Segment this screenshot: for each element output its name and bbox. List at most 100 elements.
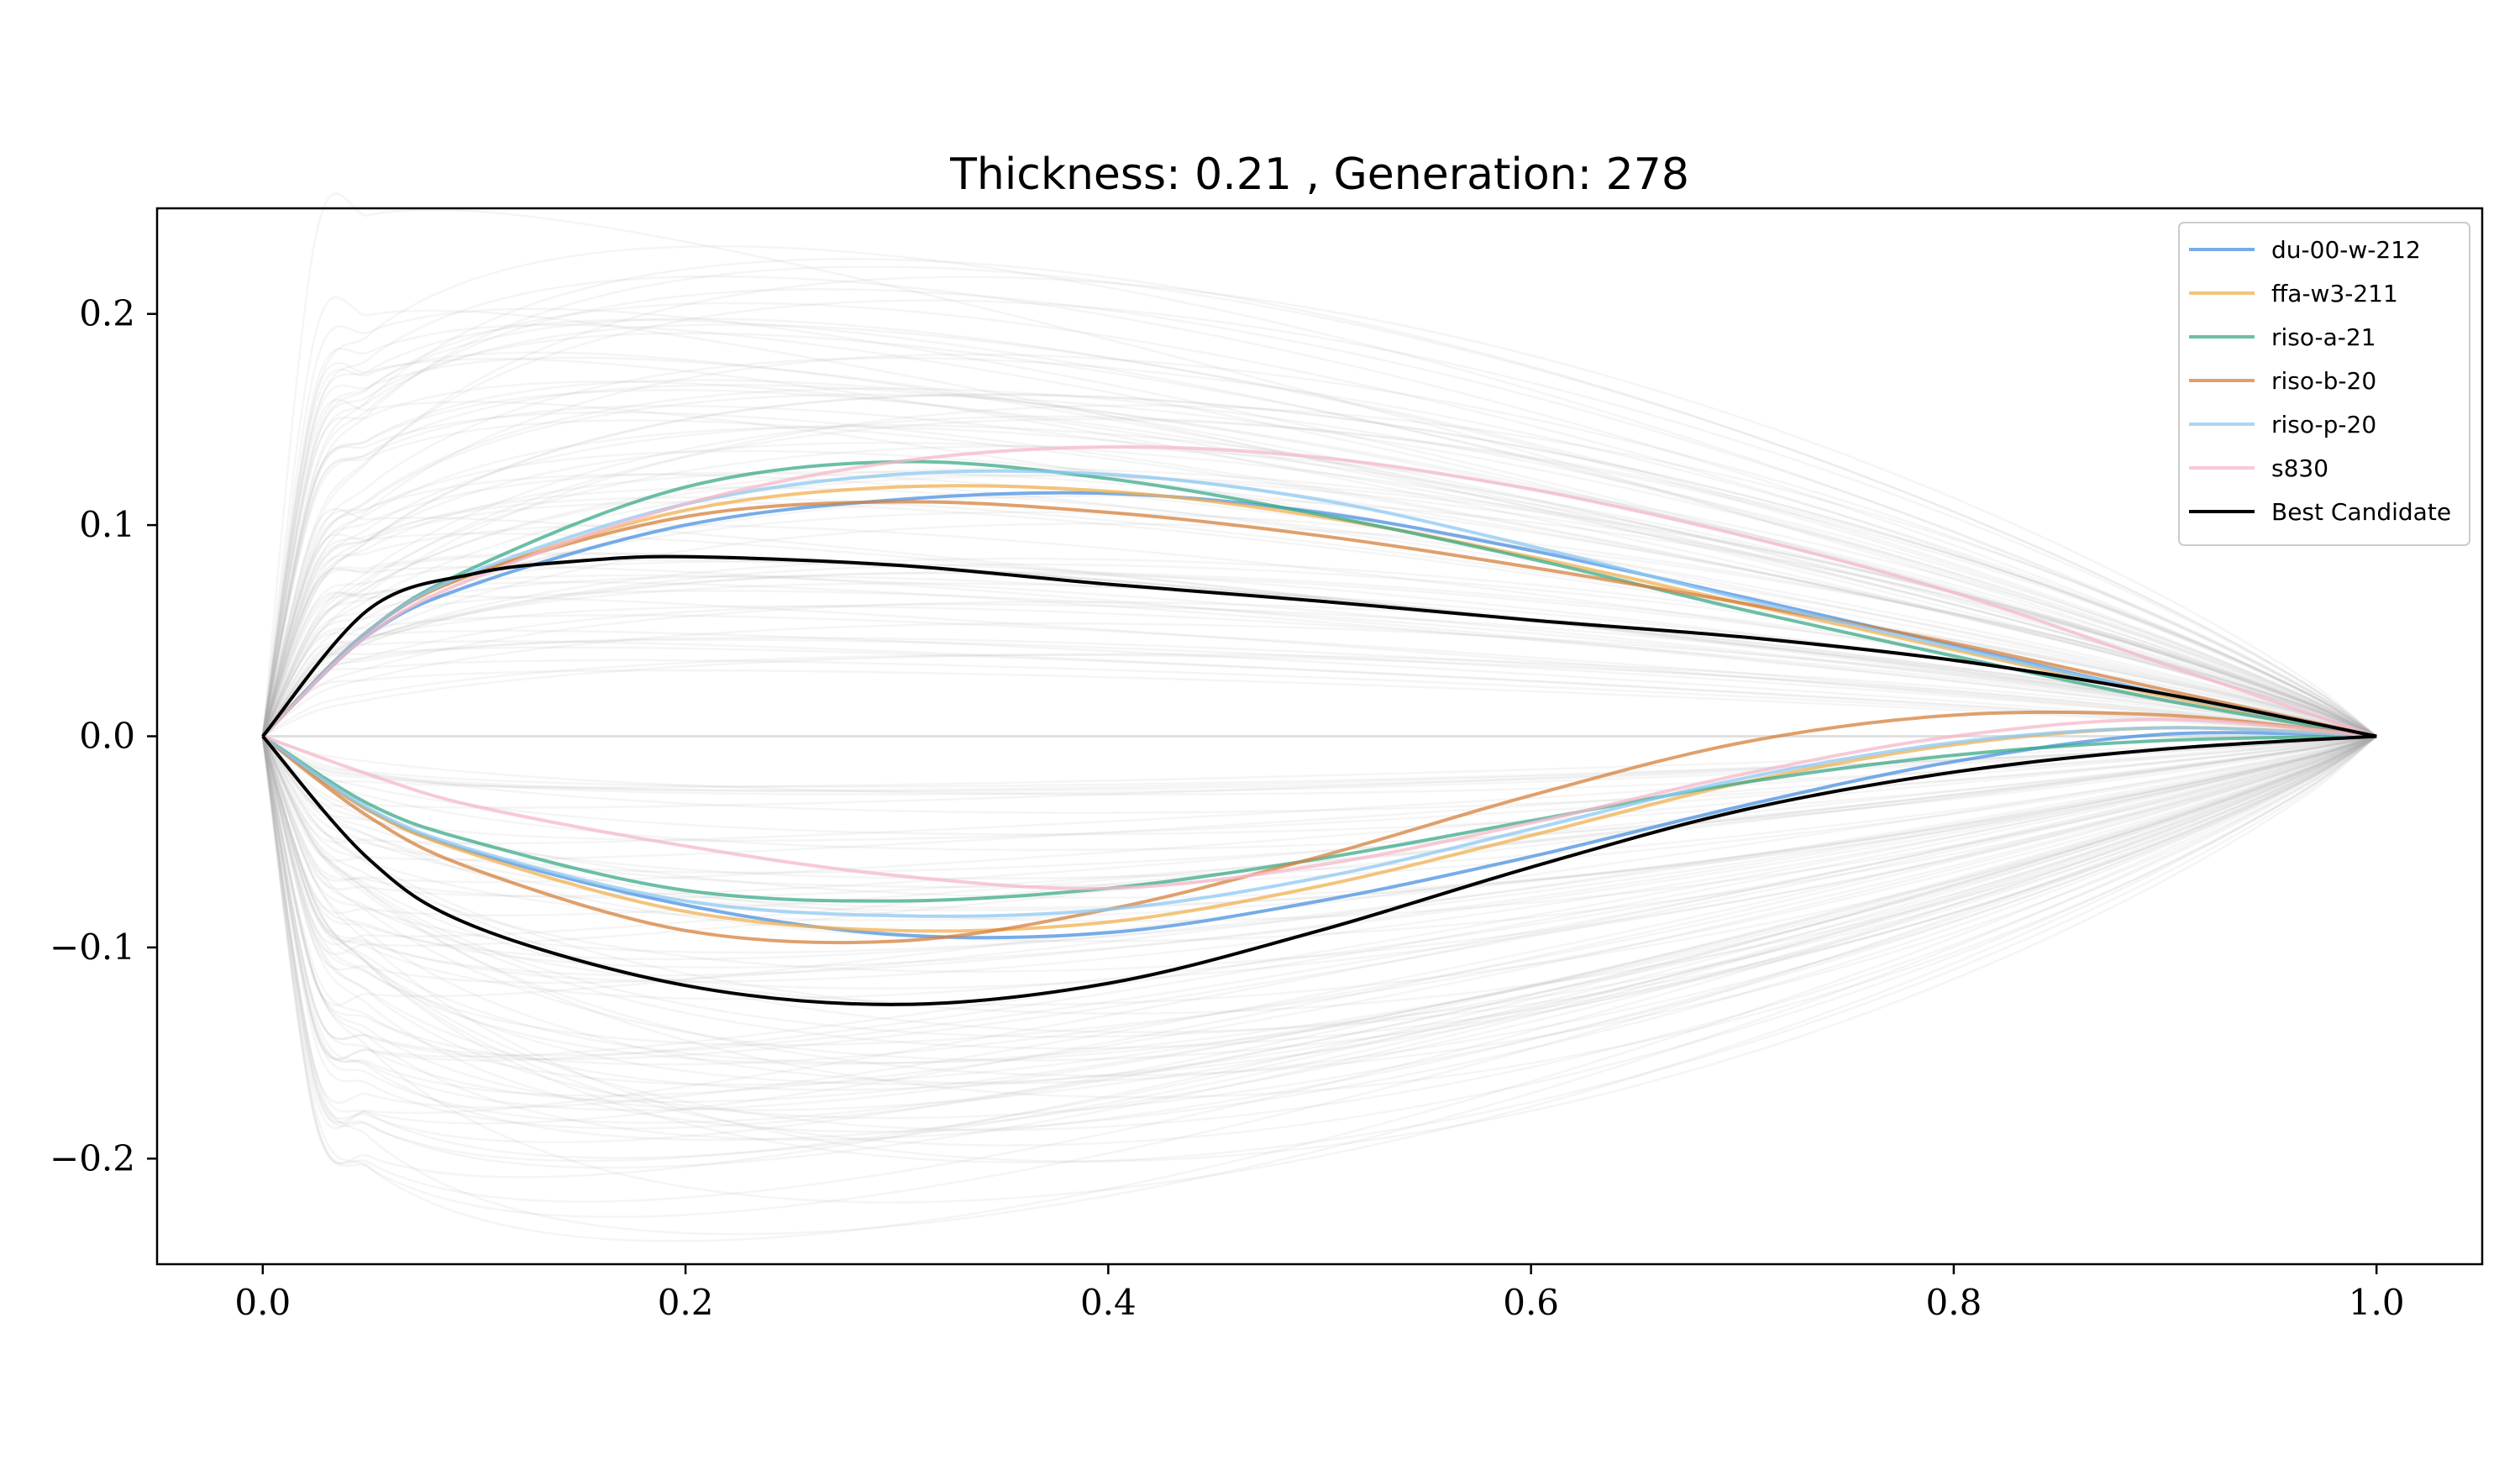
background-candidate-line: [261, 735, 2377, 843]
background-candidate-line: [261, 522, 2377, 738]
background-candidate-line: [261, 646, 2377, 738]
background-candidate-line: [261, 398, 2377, 738]
background-candidate-line: [261, 496, 2377, 738]
background-candidate-line: [261, 384, 2377, 738]
background-candidate-line: [261, 449, 2377, 738]
background-candidate-line: [261, 302, 2377, 738]
background-candidate-line: [261, 735, 2377, 1218]
background-candidate-line: [261, 735, 2377, 1120]
background-candidate-line: [261, 735, 2377, 973]
background-candidate-line: [261, 735, 2377, 912]
background-candidate-line: [261, 276, 2378, 738]
background-candidate-line: [261, 299, 2377, 738]
background-candidate-line: [261, 735, 2377, 845]
background-candidate-line: [261, 419, 2377, 738]
background-candidate-line: [261, 415, 2377, 738]
background-candidate-line: [262, 735, 2377, 788]
background-candidate-line: [261, 735, 2377, 1111]
background-candidate-line: [261, 735, 2377, 1050]
series-line-best-candidate-lower: [261, 734, 2377, 1006]
background-candidate-line: [261, 735, 2377, 880]
background-candidate-line: [261, 265, 2377, 738]
background-candidate-line: [261, 389, 2377, 738]
background-candidate-line: [261, 591, 2377, 738]
background-candidate-line: [261, 735, 2377, 1159]
background-candidate-line: [261, 735, 2377, 983]
series-line-ffa-w3-211-lower: [261, 726, 2377, 933]
y-tick-label: 0.2: [79, 293, 135, 334]
background-candidate-line: [261, 735, 2377, 1141]
background-candidate-line: [261, 735, 2377, 1124]
background-candidate-line: [261, 507, 2377, 738]
background-candidate-line: [261, 379, 2377, 738]
background-candidate-line: [261, 603, 2377, 738]
background-candidate-line: [261, 323, 2377, 738]
background-candidate-line: [261, 735, 2378, 1163]
background-candidate-line: [261, 393, 2377, 738]
background-candidate-line: [261, 735, 2377, 1099]
background-candidate-line: [261, 353, 2377, 738]
series-line-riso-a-21-lower: [261, 734, 2377, 903]
background-candidate-line: [261, 557, 2377, 738]
background-candidate-line: [261, 735, 2377, 863]
background-candidate-line: [261, 552, 2377, 738]
background-candidate-line: [262, 735, 2377, 836]
background-candidate-line: [262, 735, 2377, 792]
background-candidate-line: [261, 735, 2377, 954]
background-candidate-line: [261, 735, 2377, 910]
background-candidate-line: [261, 638, 2377, 738]
background-candidate-line: [261, 471, 2377, 738]
background-candidate-line: [261, 735, 2377, 1057]
series-line-riso-p-20-upper: [261, 469, 2377, 738]
y-tick-label: 0.1: [79, 504, 135, 545]
background-candidate-line: [261, 590, 2377, 738]
background-candidate-line: [261, 735, 2377, 1164]
background-candidate-line: [261, 288, 2377, 738]
background-candidate-line: [261, 735, 2377, 942]
background-candidate-line: [261, 629, 2377, 738]
background-candidate-line: [261, 735, 2377, 1242]
background-candidate-line: [261, 735, 2377, 977]
x-tick-label: 0.2: [658, 1282, 714, 1323]
background-candidate-line: [261, 735, 2377, 1130]
background-candidate-line: [261, 501, 2377, 738]
background-candidate-line: [262, 735, 2377, 793]
background-candidate-line: [261, 735, 2377, 1084]
background-candidate-line: [261, 735, 2377, 1097]
background-candidate-line: [261, 735, 2377, 1086]
background-candidate-line: [261, 735, 2377, 1085]
background-candidate-line: [261, 735, 2377, 1236]
background-candidate-line: [262, 735, 2377, 789]
axis-ticks: 0.0 0.2 0.4 0.6 0.8 1.0 −0.2 −0.1 0.0 0.1 0.2: [50, 293, 2405, 1323]
background-candidate-line: [261, 735, 2377, 1131]
background-candidate-line: [261, 192, 2377, 738]
background-candidate-line: [261, 735, 2377, 1125]
background-candidate-line: [261, 307, 2377, 738]
background-candidate-line: [261, 470, 2377, 738]
background-candidate-line: [261, 318, 2377, 738]
background-candidate-line: [262, 654, 2377, 738]
background-candidate-line: [261, 735, 2377, 1006]
background-candidate-line: [261, 393, 2377, 738]
series-line-s830-lower: [262, 717, 2377, 890]
y-tick-label: 0.0: [79, 716, 135, 757]
legend-box: [2178, 222, 2470, 546]
background-candidate-line: [261, 735, 2377, 1034]
y-tick-label: −0.2: [50, 1137, 135, 1179]
background-candidate-line: [261, 441, 2377, 738]
background-candidate-line: [261, 356, 2377, 738]
x-tick-label: 0.8: [1926, 1282, 1982, 1323]
background-candidate-line: [261, 735, 2377, 1077]
series-line-du-00-w-212-lower: [261, 731, 2377, 940]
background-candidate-line: [261, 553, 2377, 738]
background-candidate-line: [261, 735, 2377, 1062]
background-candidate-line: [261, 351, 2377, 738]
background-candidate-line: [261, 735, 2377, 1144]
legend-label: du-00-w-212: [2271, 236, 2421, 264]
background-candidate-line: [262, 735, 2377, 795]
background-candidate-line: [261, 393, 2377, 738]
legend-label: s830: [2271, 454, 2328, 482]
background-candidate-line: [261, 532, 2377, 738]
background-candidate-line: [261, 275, 2377, 738]
background-candidate-line: [261, 258, 2377, 738]
